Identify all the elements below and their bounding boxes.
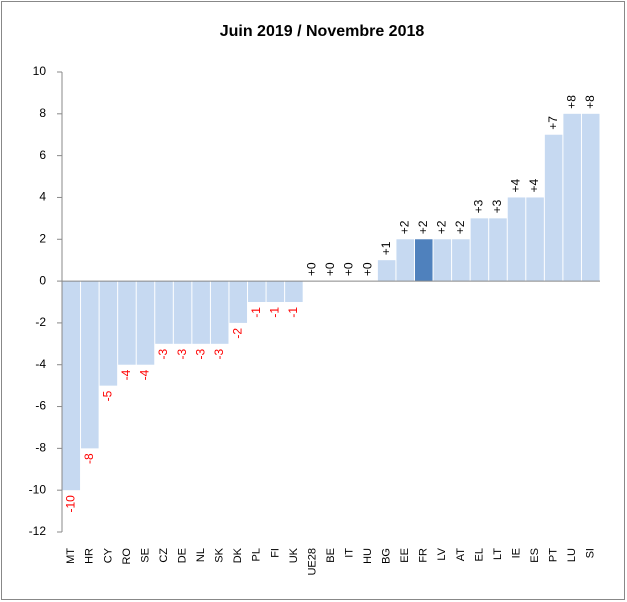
y-tick-label: -2: [35, 315, 46, 329]
value-label: +0: [305, 262, 319, 276]
bar: [192, 281, 210, 344]
bar: [581, 113, 600, 282]
value-label: +1: [379, 241, 393, 255]
value-label: -3: [175, 348, 189, 359]
y-tick-label: 4: [39, 190, 46, 204]
value-label: -5: [101, 390, 115, 401]
bar: [248, 281, 266, 302]
value-label: -1: [286, 307, 300, 318]
y-tick-label: 2: [39, 231, 46, 245]
x-tick-label: LU: [566, 548, 578, 562]
x-tick-label: DE: [176, 548, 188, 563]
x-tick-label: PL: [251, 548, 263, 561]
bar: [470, 218, 489, 282]
bar: [414, 239, 433, 282]
x-tick-label: RO: [121, 548, 133, 565]
y-tick-label: -4: [35, 357, 46, 371]
value-label: +8: [564, 95, 578, 109]
bar: [229, 281, 248, 323]
bar: [118, 281, 136, 365]
bar: [544, 134, 563, 282]
x-tick-label: HR: [84, 548, 96, 564]
y-tick-label: 6: [39, 148, 46, 162]
value-label: -3: [193, 348, 207, 359]
y-tick-label: 10: [33, 64, 47, 78]
x-tick-label: AT: [455, 548, 467, 562]
value-label: +8: [583, 95, 597, 109]
value-label: -4: [119, 369, 133, 380]
bar: [285, 281, 303, 302]
x-tick-label: CY: [102, 547, 114, 563]
value-label: +0: [342, 262, 356, 276]
x-tick-label: BG: [381, 548, 393, 564]
bar: [433, 239, 452, 282]
x-tick-label: IE: [510, 548, 522, 558]
bar: [155, 281, 173, 344]
y-tick-label: 0: [39, 273, 46, 287]
x-tick-label: NL: [195, 548, 207, 562]
value-label: -1: [268, 307, 282, 318]
value-label: +2: [453, 220, 467, 234]
x-tick-label: CZ: [158, 548, 170, 563]
bar: [489, 218, 507, 282]
value-label: +2: [434, 220, 448, 234]
y-tick-label: -6: [35, 399, 46, 413]
x-tick-label: EL: [473, 548, 485, 561]
value-label: -10: [63, 495, 77, 513]
value-label: +3: [490, 199, 504, 213]
y-tick-label: -12: [29, 524, 47, 538]
x-tick-label: LT: [492, 548, 504, 560]
bar: [136, 281, 155, 365]
y-tick-label: -8: [35, 441, 46, 455]
bar: [266, 281, 285, 302]
value-label: +2: [416, 220, 430, 234]
x-tick-label: MT: [65, 548, 77, 564]
bar: [507, 197, 526, 282]
bar: [210, 281, 229, 344]
bar: [62, 281, 81, 491]
x-tick-label: IT: [343, 548, 355, 558]
x-tick-label: SI: [585, 548, 597, 558]
x-tick-label: HU: [362, 548, 374, 564]
x-tick-label: PT: [548, 548, 560, 562]
bar: [563, 113, 581, 282]
value-label: -3: [156, 348, 170, 359]
value-label: +2: [397, 220, 411, 234]
bar: [452, 239, 470, 282]
bar: [377, 260, 396, 282]
x-tick-label: BE: [325, 548, 337, 563]
x-tick-label: LV: [436, 547, 448, 560]
value-label: -3: [212, 348, 226, 359]
chart-title: Juin 2019 / Novembre 2018: [220, 23, 425, 40]
x-tick-label: UE28: [306, 548, 318, 576]
value-label: -4: [138, 369, 152, 380]
y-tick-label: 8: [39, 106, 46, 120]
y-tick-label: -10: [29, 482, 47, 496]
bar: [99, 281, 118, 386]
value-label: +4: [509, 178, 523, 192]
x-tick-label: EE: [399, 548, 411, 563]
x-tick-label: UK: [288, 547, 300, 563]
x-tick-label: FR: [418, 548, 430, 563]
value-label: +4: [527, 178, 541, 192]
value-label: -1: [249, 307, 263, 318]
value-label: -8: [82, 453, 96, 464]
x-tick-label: DK: [232, 547, 244, 563]
x-tick-label: SE: [139, 548, 151, 563]
bar: [526, 197, 544, 282]
bar: [173, 281, 192, 344]
bar: [81, 281, 99, 449]
x-tick-label: FI: [269, 548, 281, 558]
x-tick-label: ES: [529, 548, 541, 563]
value-label: +3: [472, 199, 486, 213]
bar: [396, 239, 414, 282]
value-label: +7: [546, 116, 560, 130]
value-label: +0: [360, 262, 374, 276]
x-tick-label: SK: [214, 547, 226, 562]
value-label: -2: [230, 328, 244, 339]
value-label: +0: [323, 262, 337, 276]
